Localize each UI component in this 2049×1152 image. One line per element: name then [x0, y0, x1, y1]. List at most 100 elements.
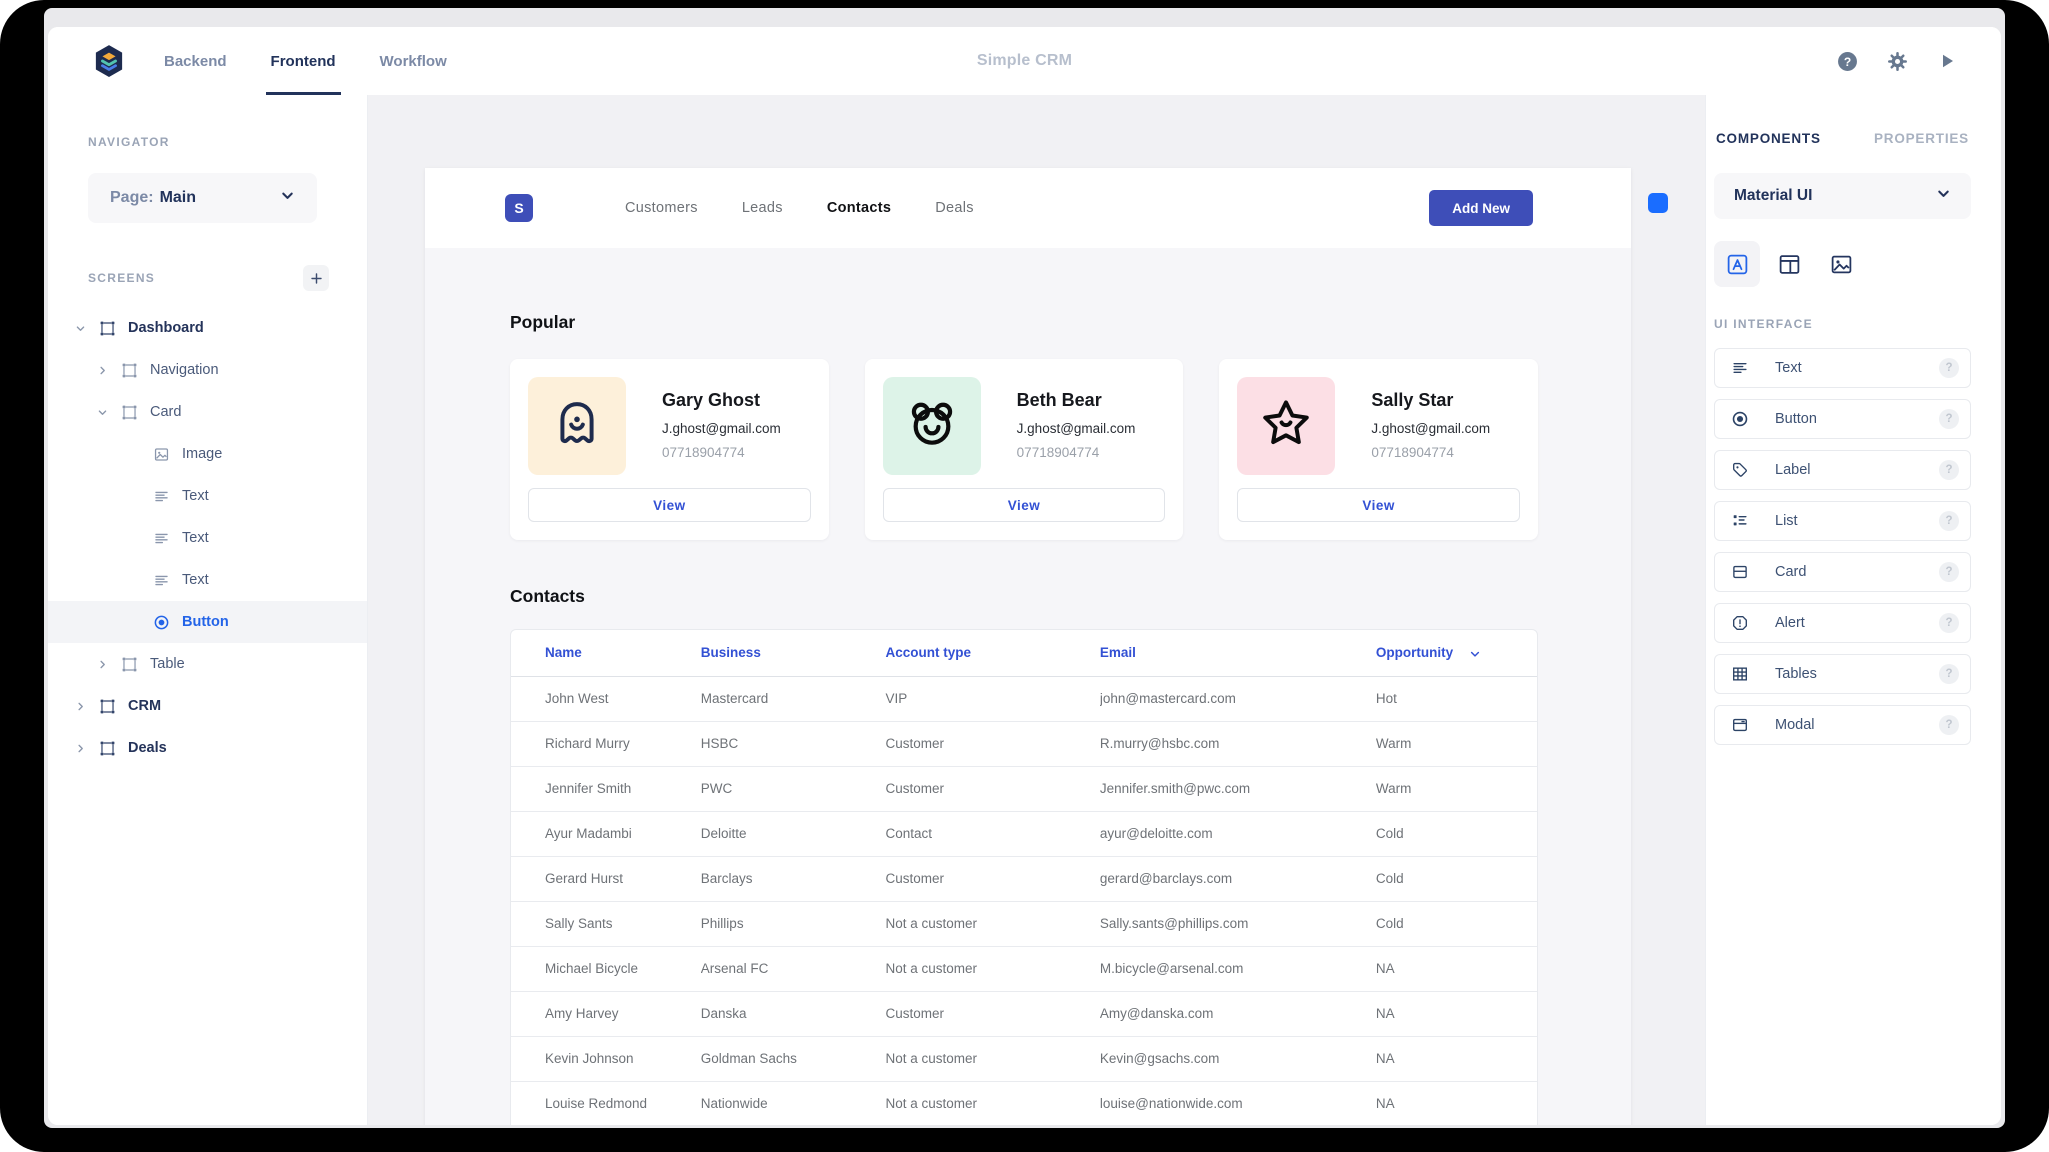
component-item-button[interactable]: Button? [1714, 399, 1971, 439]
table-row[interactable]: Kevin Johnson Goldman Sachs Not a customer… [511, 1035, 1537, 1081]
contact-email: J.ghost@gmail.com [1371, 421, 1491, 436]
mode-tab-frontend[interactable]: Frontend [265, 27, 341, 95]
list-icon [1731, 512, 1749, 530]
frame-icon [121, 362, 138, 379]
preview-play-icon[interactable] [1937, 51, 1957, 71]
tree-item-label: Dashboard [128, 320, 204, 336]
contact-email: J.ghost@gmail.com [662, 421, 781, 436]
chevron-down-icon[interactable] [97, 407, 113, 418]
image-icon-large[interactable] [1818, 241, 1864, 287]
contact-card: Sally Star J.ghost@gmail.com 07718904774 Vi… [1219, 359, 1539, 540]
bear-icon [904, 396, 960, 457]
table-cell: Sally Sants [511, 900, 701, 946]
table-row[interactable]: Louise Redmond Nationwide Not a customer lo… [511, 1080, 1537, 1125]
contacts-table: Name Business Account type Email Opportunity… [510, 629, 1538, 1125]
library-selector[interactable]: Material UI [1714, 173, 1971, 219]
tree-item-button[interactable]: Button [48, 601, 367, 643]
chevron-right-icon[interactable] [75, 701, 91, 712]
column-header-account-type[interactable]: Account type [885, 630, 1100, 677]
tree-item-text[interactable]: Text [48, 475, 367, 517]
component-item-alert[interactable]: Alert? [1714, 603, 1971, 643]
text-lines-icon [153, 572, 170, 589]
table-row[interactable]: Jennifer Smith PWC Customer Jennifer.smith@… [511, 765, 1537, 811]
chevron-right-icon[interactable] [97, 365, 113, 376]
help-badge-icon: ? [1939, 358, 1959, 378]
selection-handle[interactable] [1648, 193, 1668, 213]
tree-item-navigation[interactable]: Navigation [48, 349, 367, 391]
tree-item-text[interactable]: Text [48, 559, 367, 601]
nav-tab-customers[interactable]: Customers [625, 200, 698, 216]
component-item-list[interactable]: List? [1714, 501, 1971, 541]
sort-chevron-icon[interactable] [1469, 648, 1481, 660]
table-cell: NA [1375, 1080, 1537, 1125]
tree-item-label: Deals [128, 740, 167, 756]
text-block-icon[interactable] [1714, 241, 1760, 287]
app-title: Simple CRM [976, 52, 1073, 69]
page-selector-prefix: Page: [110, 189, 154, 206]
page-selector[interactable]: Page: Main [88, 173, 317, 223]
view-button[interactable]: View [882, 488, 1166, 522]
navigator-label: NAVIGATOR [88, 135, 170, 149]
component-item-tables[interactable]: Tables? [1714, 654, 1971, 694]
chevron-right-icon[interactable] [97, 659, 113, 670]
tree-item-card[interactable]: Card [48, 391, 367, 433]
component-item-text[interactable]: Text? [1714, 348, 1971, 388]
table-cell: VIP [885, 675, 1100, 721]
mode-tabs: Backend Frontend Workflow [164, 27, 447, 95]
layout-icon[interactable] [1766, 241, 1812, 287]
frame-icon [99, 320, 116, 337]
column-header-business[interactable]: Business [700, 630, 886, 677]
column-header-email[interactable]: Email [1099, 630, 1376, 677]
settings-gear-icon[interactable] [1887, 51, 1908, 72]
chevron-right-icon[interactable] [75, 743, 91, 754]
tree-item-crm[interactable]: CRM [48, 685, 367, 727]
table-cell: Warm [1375, 720, 1537, 766]
tab-components[interactable]: COMPONENTS [1716, 131, 1821, 146]
view-button[interactable]: View [1237, 488, 1521, 522]
component-item-modal[interactable]: Modal? [1714, 705, 1971, 745]
add-new-button[interactable]: Add New [1429, 190, 1533, 226]
table-row[interactable]: Amy Harvey Danska Customer Amy@danska.com NA [511, 990, 1537, 1036]
column-header-opportunity[interactable]: Opportunity [1375, 630, 1537, 677]
help-badge-icon: ? [1939, 562, 1959, 582]
help-badge-icon: ? [1939, 460, 1959, 480]
add-screen-button[interactable] [303, 265, 329, 291]
chevron-down-icon [1936, 186, 1951, 206]
mode-tab-workflow[interactable]: Workflow [379, 52, 447, 70]
component-item-label: Alert [1775, 615, 1805, 631]
table-cell: Not a customer [885, 900, 1100, 946]
tree-item-label: CRM [128, 698, 162, 714]
tab-properties[interactable]: PROPERTIES [1873, 131, 1969, 146]
nav-tab-leads[interactable]: Leads [741, 200, 783, 216]
table-row[interactable]: Ayur Madambi Deloitte Contact ayur@deloitte… [511, 810, 1537, 856]
tree-item-text[interactable]: Text [48, 517, 367, 559]
tree-item-image[interactable]: Image [48, 433, 367, 475]
help-icon[interactable]: ? [1837, 51, 1858, 72]
contact-phone: 07718904774 [1016, 445, 1100, 460]
alert-icon [1731, 614, 1749, 632]
table-cell: Cold [1375, 900, 1537, 946]
chevron-down-icon[interactable] [75, 323, 91, 334]
table-cell: Jennifer Smith [511, 765, 701, 811]
tree-item-table[interactable]: Table [48, 643, 367, 685]
table-row[interactable]: John West Mastercard VIP john@mastercard.co… [511, 675, 1537, 721]
contact-name: Sally Star [1371, 390, 1454, 410]
table-cell: Customer [885, 990, 1100, 1036]
component-item-label: Card [1775, 564, 1807, 580]
tree-item-deals[interactable]: Deals [48, 727, 367, 769]
tree-item-dashboard[interactable]: Dashboard [48, 307, 367, 349]
view-button[interactable]: View [528, 488, 811, 522]
column-header-name[interactable]: Name [511, 630, 701, 677]
table-row[interactable]: Sally Sants Phillips Not a customer Sally.s… [511, 900, 1537, 946]
table-row[interactable]: Richard Murry HSBC Customer R.murry@hsbc.co… [511, 720, 1537, 766]
table-row[interactable]: Gerard Hurst Barclays Customer gerard@barcl… [511, 855, 1537, 901]
nav-tab-contacts[interactable]: Contacts [826, 200, 892, 216]
crm-logo[interactable]: S [505, 194, 533, 222]
nav-tab-deals[interactable]: Deals [935, 200, 974, 216]
component-item-label[interactable]: Label? [1714, 450, 1971, 490]
component-item-card[interactable]: Card? [1714, 552, 1971, 592]
table-row[interactable]: Michael Bicycle Arsenal FC Not a customer M… [511, 945, 1537, 991]
panel-tabs: COMPONENTS PROPERTIES [1714, 131, 1971, 146]
chevron-down-icon [280, 188, 295, 208]
mode-tab-backend[interactable]: Backend [164, 52, 227, 70]
